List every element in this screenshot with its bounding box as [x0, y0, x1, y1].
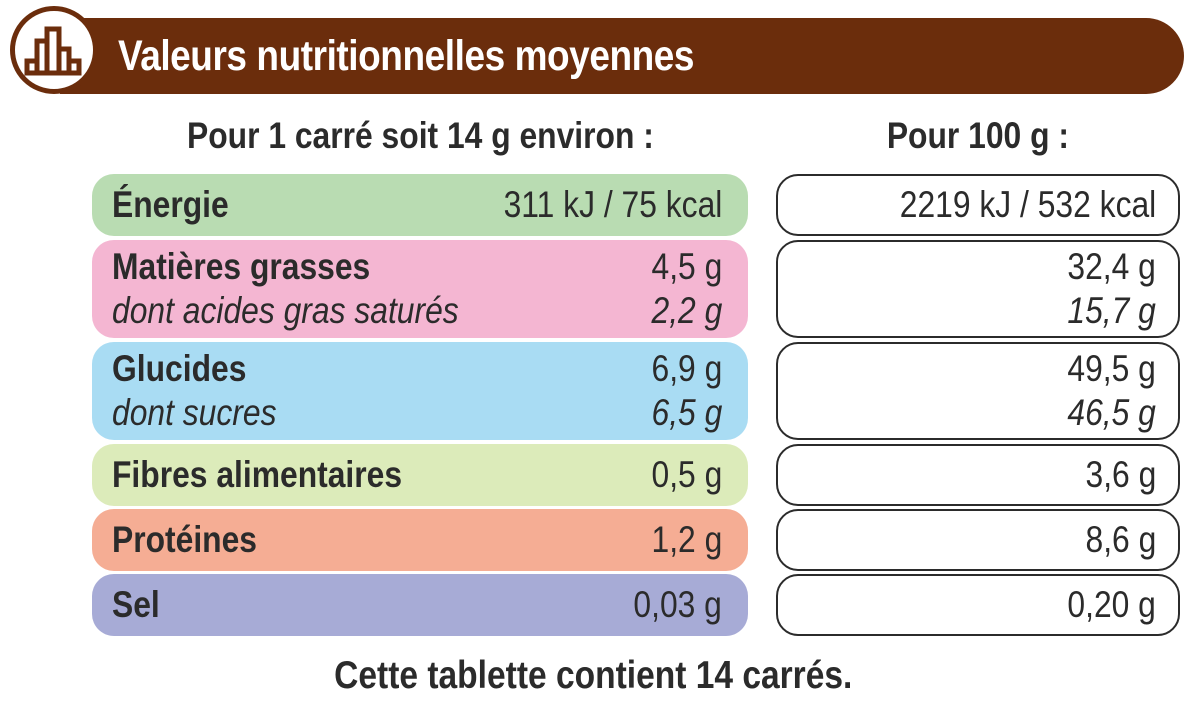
row-energie: Énergie 311 kJ / 75 kcal	[92, 174, 748, 236]
row-fibres: Fibres alimentaires 0,5 g	[92, 444, 748, 506]
per100-value: 2219 kJ / 532 kcal	[899, 184, 1156, 225]
title-banner: Valeurs nutritionnelles moyennes	[60, 18, 1184, 94]
nutrient-sub-label: dont acides gras saturés	[112, 290, 459, 331]
portion-value: 4,5 g	[651, 246, 722, 287]
per100-value: 32,4 g	[1067, 246, 1156, 287]
per100-value: 3,6 g	[1085, 454, 1156, 495]
row-glucides: Glucides 6,9 g dont sucres 6,5 g	[92, 342, 748, 440]
page-title: Valeurs nutritionnelles moyennes	[118, 32, 695, 80]
row-sel: Sel 0,03 g	[92, 574, 748, 636]
portion-sub-value: 2,2 g	[651, 290, 722, 331]
row-proteines: Protéines 1,2 g	[92, 509, 748, 571]
portion-value: 6,9 g	[651, 348, 722, 389]
per100-sub-value: 46,5 g	[1067, 392, 1156, 433]
portion-value: 311 kJ / 75 kcal	[503, 184, 722, 225]
column-header-100g: Pour 100 g :	[886, 115, 1070, 156]
column-header-portion: Pour 1 carré soit 14 g environ :	[186, 115, 654, 156]
footer-note: Cette tablette contient 14 carrés.	[333, 654, 853, 697]
portion-value: 1,2 g	[651, 519, 722, 560]
row-matieres-grasses: Matières grasses 4,5 g dont acides gras …	[92, 240, 748, 338]
portion-sub-value: 6,5 g	[651, 392, 722, 433]
nutrient-label: Protéines	[112, 519, 258, 560]
per100-value: 8,6 g	[1085, 519, 1156, 560]
nutrient-sub-label: dont sucres	[112, 392, 277, 433]
bar-chart-icon	[10, 6, 98, 94]
row-sel-100g: 0,20 g	[776, 574, 1180, 636]
portion-value: 0,03 g	[633, 584, 722, 625]
portion-value: 0,5 g	[651, 454, 722, 495]
nutrient-label: Matières grasses	[112, 246, 371, 287]
nutrient-label: Fibres alimentaires	[112, 454, 403, 495]
nutrient-label: Énergie	[112, 184, 229, 225]
row-proteines-100g: 8,6 g	[776, 509, 1180, 571]
per100-value: 0,20 g	[1067, 584, 1156, 625]
per100-sub-value: 15,7 g	[1067, 290, 1156, 331]
row-matieres-grasses-100g: 32,4 g 15,7 g	[776, 240, 1180, 338]
nutrient-label: Sel	[112, 584, 160, 625]
nutrient-label: Glucides	[112, 348, 247, 389]
per100-value: 49,5 g	[1067, 348, 1156, 389]
row-glucides-100g: 49,5 g 46,5 g	[776, 342, 1180, 440]
row-fibres-100g: 3,6 g	[776, 444, 1180, 506]
row-energie-100g: 2219 kJ / 532 kcal	[776, 174, 1180, 236]
